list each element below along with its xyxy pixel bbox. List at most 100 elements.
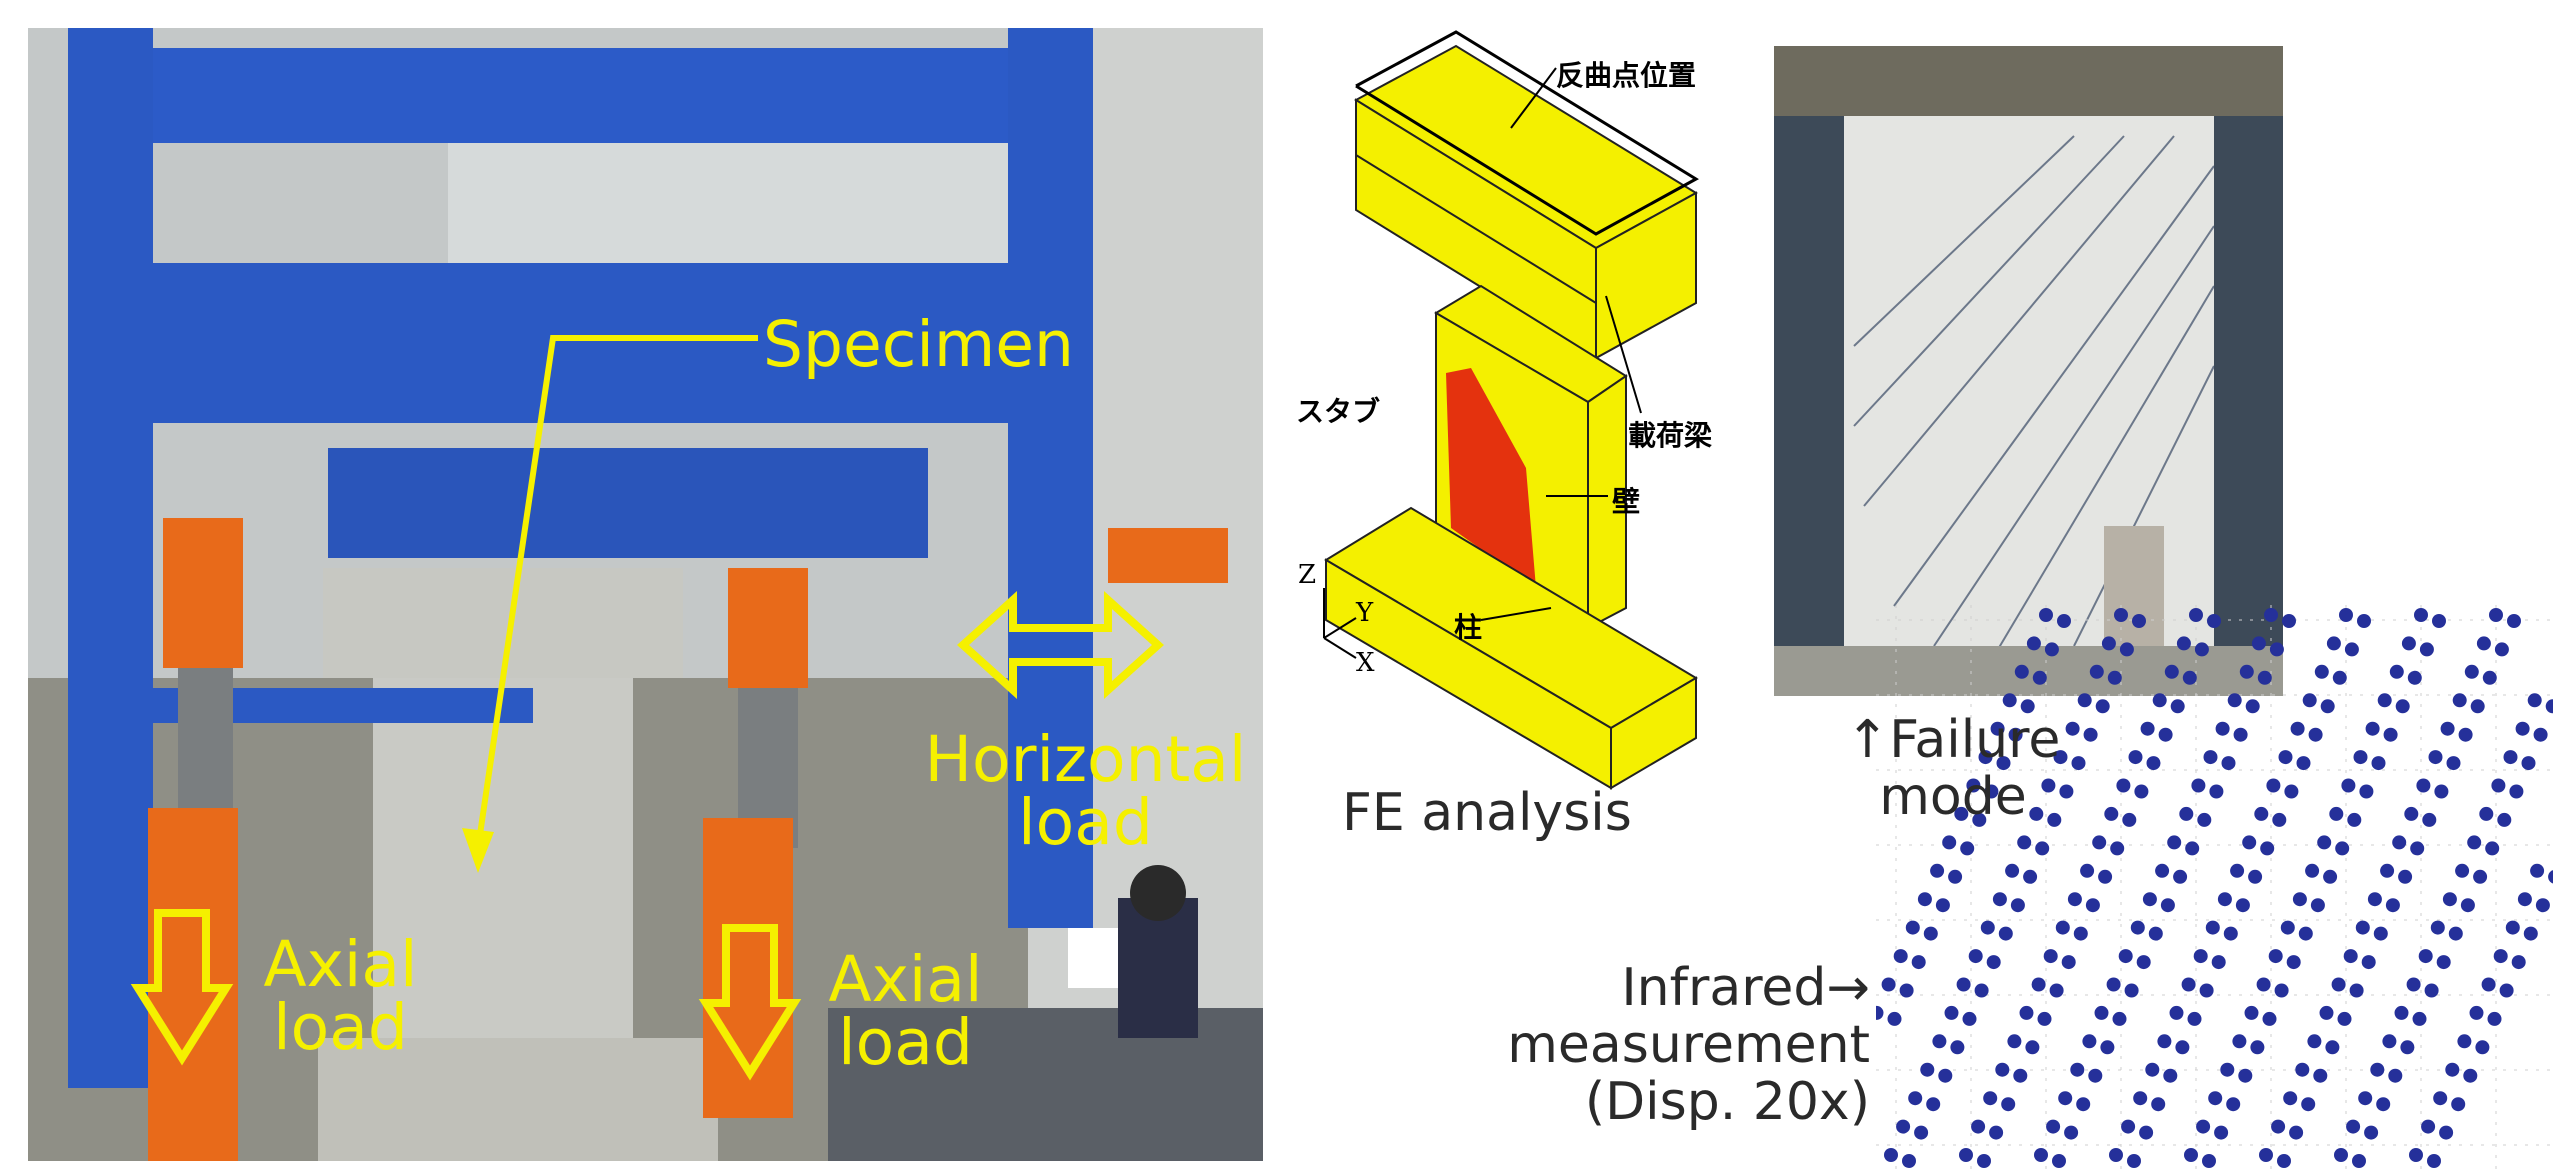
infrared-marker-dot [2142,892,2157,907]
infrared-marker-dot [2346,1119,2361,1134]
infrared-marker-dot [2064,1125,2079,1140]
infrared-marker-dot [2527,693,2542,708]
infrared-marker-dot [2116,778,2131,793]
infrared-marker-dot [2061,955,2076,970]
infrared-marker-dot [2266,778,2281,793]
infrared-marker-dot [2025,1040,2040,1055]
inflection-point-label: 反曲点位置 [1556,59,1697,92]
infrared-marker-dot [1911,955,1926,970]
infrared-marker-dot [2076,1097,2091,1112]
infrared-marker-dot [2259,1148,2273,1162]
infrared-marker-dot [2370,1062,2385,1077]
infrared-marker-dot [2264,608,2278,622]
infrared-marker-dot [2017,835,2032,850]
infrared-marker-dot [2457,1034,2472,1049]
fe-analysis-caption: FE analysis [1342,783,1632,843]
infrared-marker-dot [2269,642,2284,657]
infrared-marker-dot [2189,608,2203,622]
infrared-marker-dot [2020,699,2035,714]
infrared-marker-dot [2361,955,2376,970]
infrared-marker-dot [2331,977,2346,992]
infrared-marker-dot [2515,721,2530,736]
infrared-marker-dot [2464,664,2479,679]
infrared-marker-dot [1996,756,2011,771]
axis-z-label: Z [1298,560,1317,590]
infrared-marker-dot [2470,699,2485,714]
infrared-marker-dot [2101,636,2116,651]
infrared-marker-dot [1923,926,1938,941]
infrared-marker-dot [2095,699,2110,714]
infrared-marker-dot [2548,870,2553,884]
infrared-marker-dot [2352,1154,2366,1168]
infrared-marker-dot [1980,920,1995,935]
infrared-marker-dot [2439,1125,2454,1140]
infrared-marker-dot [2367,892,2382,907]
infrared-marker-dot [2451,1097,2466,1112]
failure-mode-photo [1774,46,2283,696]
infrared-marker-dot [2535,898,2550,913]
infrared-marker-dot [1938,1068,1953,1083]
infrared-marker-dot [2489,608,2503,622]
infrared-marker-dot [2394,1005,2409,1020]
infrared-marker-dot [2401,636,2416,651]
infrared-caption: Infrared→ measurement (Disp. 20x) [1507,958,1870,1133]
infrared-marker-dot [2070,1062,2085,1077]
infrared-marker-dot [2445,1062,2460,1077]
infrared-marker-dot [2503,750,2518,765]
infrared-marker-dot [2199,983,2214,998]
infrared-marker-dot [2357,614,2371,628]
infrared-marker-dot [2055,920,2070,935]
infrared-marker-dot [1992,892,2007,907]
infrared-marker-dot [2193,949,2208,964]
infrared-marker-dot [2497,812,2512,827]
infrared-marker-dot [2292,892,2307,907]
infrared-marker-dot [2073,926,2088,941]
infrared-marker-dot [2053,750,2068,765]
infrared-marker-dot [2109,1148,2123,1162]
infrared-marker-dot [2089,664,2104,679]
infrared-marker-dot [2371,756,2386,771]
infrared-marker-dot [2335,841,2350,856]
infrared-marker-dot [2406,977,2421,992]
infrared-marker-dot [2436,955,2451,970]
infrared-marker-dot [2029,806,2044,821]
infrared-marker-dot [2277,1154,2291,1168]
infrared-marker-dot [2355,920,2370,935]
infrared-marker-dot [2376,1097,2391,1112]
infrared-marker-dot [2002,693,2017,708]
infrared-marker-dot [2058,1091,2073,1106]
infrared-marker-dot [2107,670,2122,685]
infrared-marker-dot [2344,642,2359,657]
infrared-marker-dot [2232,1034,2247,1049]
infrared-marker-dot [2268,949,2283,964]
infrared-marker-dot [2047,812,2062,827]
infrared-marker-dot [2104,806,2119,821]
infrared-marker-dot [2448,926,2463,941]
infrared-marker-dot [2377,693,2392,708]
infrared-marker-dot [2395,699,2410,714]
infrared-marker-dot [1944,1005,1959,1020]
infrared-marker-dot [2181,977,2196,992]
infrared-marker-dot [2282,614,2296,628]
infrared-marker-dot [2191,778,2206,793]
infrared-marker-dot [2173,869,2188,884]
infrared-marker-dot [2067,892,2082,907]
infrared-marker-dot [2424,983,2439,998]
infrared-marker-dot [1966,778,1981,793]
infrared-marker-dot [2310,898,2325,913]
infrared-marker-dot [2238,1068,2253,1083]
infrared-marker-dot [1881,977,1896,992]
infrared-marker-dot [1990,721,2005,736]
infrared-marker-dot [1932,1034,1947,1049]
infrared-marker-dot [1971,1119,1986,1134]
infrared-marker-dot [2319,1005,2334,1020]
infrared-marker-dot [2214,1125,2229,1140]
infrared-marker-dot [1989,1125,2004,1140]
infrared-marker-dot [2286,955,2301,970]
infrared-marker-dot [2284,784,2299,799]
infrared-marker-dot [2083,727,2098,742]
infrared-marker-dot [2339,608,2353,622]
infrared-marker-dot [2473,869,2488,884]
infrared-marker-dot [2373,926,2388,941]
infrared-marker-dot [2217,892,2232,907]
